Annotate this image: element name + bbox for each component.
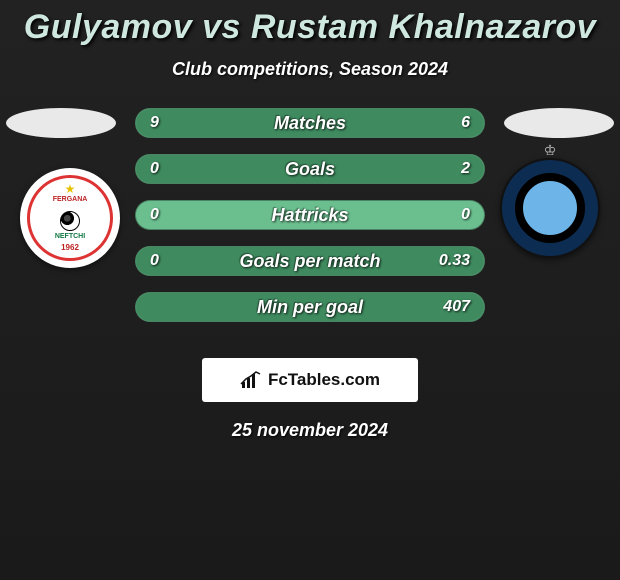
stat-label: Goals [285, 159, 335, 180]
stat-value-right: 6 [461, 114, 470, 132]
stat-value-right: 407 [443, 298, 470, 316]
stat-value-left: 9 [150, 114, 159, 132]
stat-row: 0 Hattricks 0 [135, 200, 485, 230]
right-club-logo-inner [515, 173, 585, 243]
left-club-logo-inner: ★ FERGANA NEFTCHI 1962 [27, 175, 113, 261]
left-club-text-bottom: NEFTCHI [55, 233, 85, 240]
stat-value-right: 0 [461, 206, 470, 224]
stats-area: ★ FERGANA NEFTCHI 1962 ♔ 9 Matches 6 0 Goals… [0, 108, 620, 348]
right-club-logo: ♔ [500, 158, 600, 258]
date: 25 november 2024 [0, 420, 620, 441]
star-icon: ★ [65, 182, 76, 196]
page-title: Gulyamov vs Rustam Khalnazarov [0, 0, 620, 47]
chart-icon [240, 370, 262, 390]
stat-value-right: 2 [461, 160, 470, 178]
stat-value-left: 0 [150, 252, 159, 270]
left-club-logo: ★ FERGANA NEFTCHI 1962 [20, 168, 120, 268]
stat-row: Min per goal 407 [135, 292, 485, 322]
stat-value-left: 0 [150, 206, 159, 224]
brand-box: FcTables.com [202, 358, 418, 402]
comparison-infographic: Gulyamov vs Rustam Khalnazarov Club comp… [0, 0, 620, 580]
brand-text: FcTables.com [268, 370, 380, 390]
left-club-year: 1962 [61, 243, 79, 252]
soccer-ball-icon [60, 211, 80, 231]
stat-label: Hattricks [271, 205, 348, 226]
subtitle: Club competitions, Season 2024 [0, 59, 620, 80]
right-player-placeholder [504, 108, 614, 138]
stat-rows: 9 Matches 6 0 Goals 2 0 Hattricks 0 0 Goals per ma… [135, 108, 485, 322]
left-club-text-top: FERGANA [53, 196, 88, 203]
stat-label: Goals per match [239, 251, 380, 272]
crown-icon: ♔ [544, 142, 557, 159]
stat-value-right: 0.33 [439, 252, 470, 270]
stat-row: 0 Goals per match 0.33 [135, 246, 485, 276]
left-player-placeholder [6, 108, 116, 138]
stat-label: Min per goal [257, 297, 363, 318]
stat-row: 0 Goals 2 [135, 154, 485, 184]
stat-label: Matches [274, 113, 346, 134]
stat-value-left: 0 [150, 160, 159, 178]
stat-row: 9 Matches 6 [135, 108, 485, 138]
